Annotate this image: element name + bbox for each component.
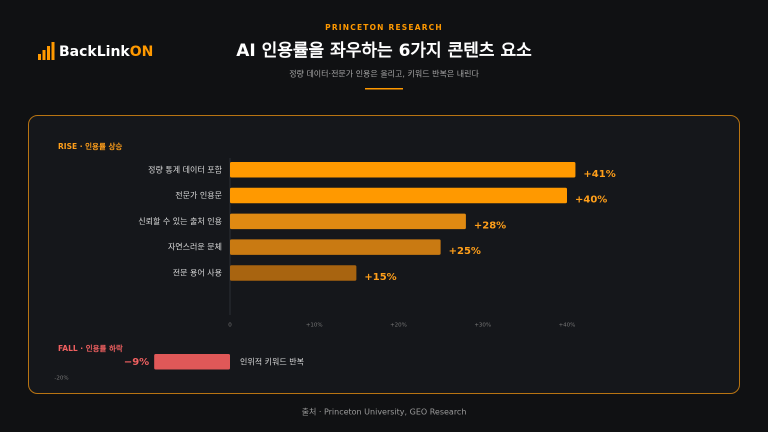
section-title: RISE · 인용률 상승 [58,141,122,151]
title: AI 인용률을 좌우하는 6가지 콘텐츠 요소 [236,41,532,61]
bar [230,239,441,255]
logo-main: BackLink [59,44,130,60]
value-label: +25% [449,246,481,257]
bar [230,265,357,281]
x-tick-label: -20% [54,376,68,382]
value-label: +28% [474,220,506,231]
category-label: 전문가 인용문 [175,190,222,200]
logo: BackLinkON [59,44,153,60]
bar [230,162,576,178]
title-underline [365,88,403,90]
value-label: +41% [583,169,615,180]
category-label: 정량 통계 데이터 포함 [148,164,223,174]
bar [230,213,466,230]
x-tick-label: +20% [390,323,407,329]
footer: 출처 · Princeton University, GEO Research [302,407,467,417]
logo-accent: ON [130,44,154,60]
x-tick-label: +10% [306,323,323,329]
category-label: 인위적 키워드 반복 [240,356,304,366]
logo-icon [38,42,55,60]
category-label: 신뢰할 수 있는 출처 인용 [138,216,222,226]
section-title: FALL · 인용률 하락 [58,343,123,353]
category-label: 전문 용어 사용 [173,267,222,277]
x-tick-label: +40% [559,323,576,329]
x-tick-label: 0 [228,323,232,329]
kicker: PRINCETON RESEARCH [325,23,443,32]
x-tick-label: +30% [474,323,491,329]
value-label: +40% [575,195,607,206]
subtitle: 정량 데이터·전문가 인용은 올리고, 키워드 반복은 내린다 [289,69,479,79]
value-label: −9% [124,357,149,368]
bar [230,187,567,204]
bar [154,354,230,370]
category-label: 자연스러운 문체 [168,242,222,252]
value-label: +15% [364,272,396,283]
